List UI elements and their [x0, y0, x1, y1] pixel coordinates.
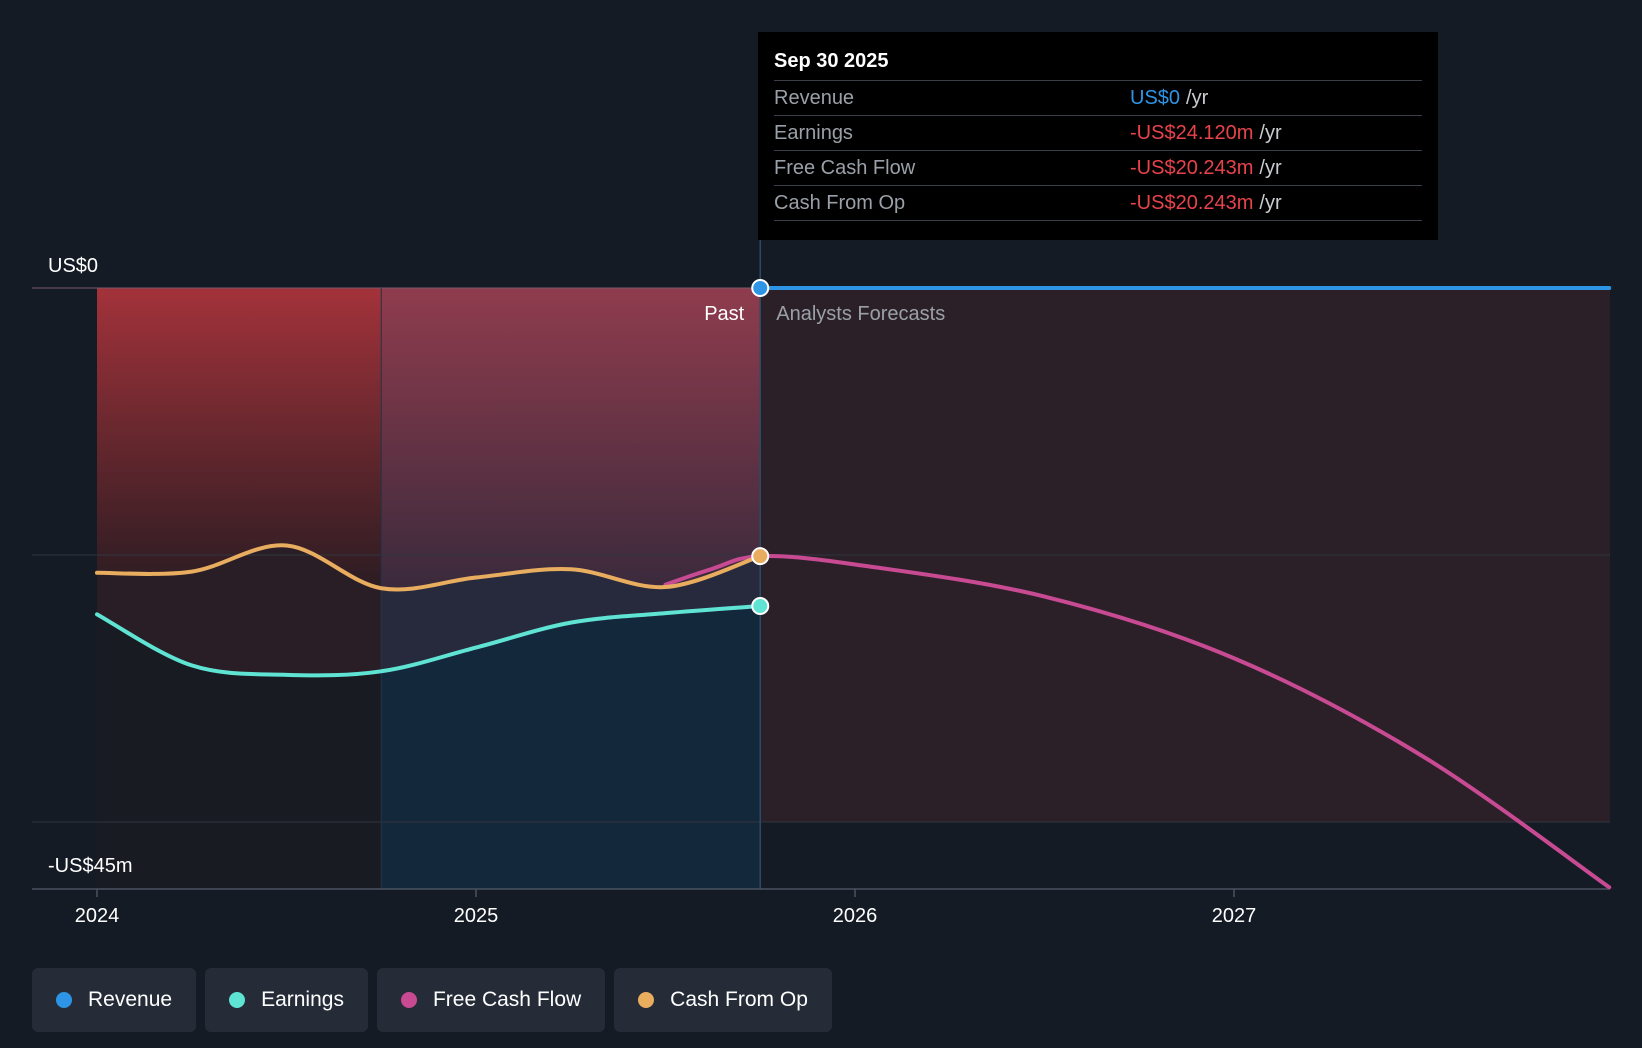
- marker-cash-from-op: [751, 547, 770, 566]
- tooltip-row-unit: /yr: [1259, 122, 1282, 144]
- past-area-red: [97, 288, 382, 589]
- legend-dot-icon: [638, 992, 655, 1008]
- tooltip-row: Cash From Op -US$20.243m/yr: [774, 185, 1422, 221]
- tooltip-row-name: Free Cash Flow: [774, 157, 916, 179]
- legend-label: Revenue: [88, 988, 173, 1011]
- x-tick-label: 2025: [454, 905, 499, 927]
- series-line-earnings: [95, 604, 763, 678]
- y-axis-label-bottom: -US$45m: [48, 855, 132, 877]
- below-area-right: [381, 606, 761, 889]
- between-area-left: [97, 545, 382, 676]
- past-label: Past: [704, 303, 744, 325]
- below-area-left: [97, 614, 382, 889]
- series-line-cash-from-op: [95, 543, 763, 592]
- legend-dot-icon: [56, 992, 72, 1008]
- tooltip: Sep 30 2025 Revenue US$0/yr Earnings -US$24…: [758, 32, 1438, 240]
- past-area-purple: [381, 288, 761, 590]
- tooltip-row: Earnings -US$24.120m/yr: [774, 115, 1422, 150]
- x-tick-label: 2027: [1212, 905, 1257, 927]
- tooltip-row-unit: /yr: [1259, 157, 1282, 179]
- series-line-free-cash-flow: [663, 554, 1612, 890]
- legend: Revenue Earnings Free Cash Flow Cash From O…: [32, 968, 832, 1032]
- x-tick-label: 2026: [833, 905, 878, 927]
- tooltip-row-name: Earnings: [774, 122, 853, 144]
- legend-label: Earnings: [261, 988, 344, 1011]
- tooltip-date: Sep 30 2025: [774, 50, 889, 72]
- tooltip-row: Free Cash Flow -US$20.243m/yr: [774, 150, 1422, 185]
- legend-label: Free Cash Flow: [432, 988, 582, 1011]
- tooltip-row-value: -US$24.120m: [1130, 122, 1254, 144]
- forecast-label: Analysts Forecasts: [776, 303, 945, 325]
- y-axis-label-top: US$0: [48, 255, 98, 277]
- legend-dot-icon: [400, 992, 417, 1008]
- between-area-right: [381, 556, 761, 672]
- legend-item-cash-from-op[interactable]: Cash From Op: [614, 968, 832, 1032]
- tooltip-row-name: Cash From Op: [774, 192, 906, 214]
- legend-dot-icon: [229, 992, 246, 1008]
- legend-item-earnings[interactable]: Earnings: [205, 968, 368, 1032]
- legend-item-revenue[interactable]: Revenue: [32, 968, 197, 1032]
- tooltip-row-unit: /yr: [1186, 87, 1209, 109]
- marker-revenue: [751, 279, 770, 297]
- legend-label: Cash From Op: [670, 988, 808, 1011]
- tooltip-row-value: -US$20.243m: [1130, 157, 1254, 179]
- legend-item-free-cash-flow[interactable]: Free Cash Flow: [376, 968, 606, 1032]
- x-tick-label: 2024: [75, 905, 120, 927]
- marker-earnings: [751, 597, 770, 616]
- tooltip-row-unit: /yr: [1259, 192, 1282, 214]
- tooltip-row-value: -US$20.243m: [1130, 192, 1254, 214]
- tooltip-row-name: Revenue: [774, 87, 855, 109]
- tooltip-row-value: US$0: [1130, 87, 1181, 109]
- tooltip-row: Revenue US$0/yr: [774, 80, 1422, 115]
